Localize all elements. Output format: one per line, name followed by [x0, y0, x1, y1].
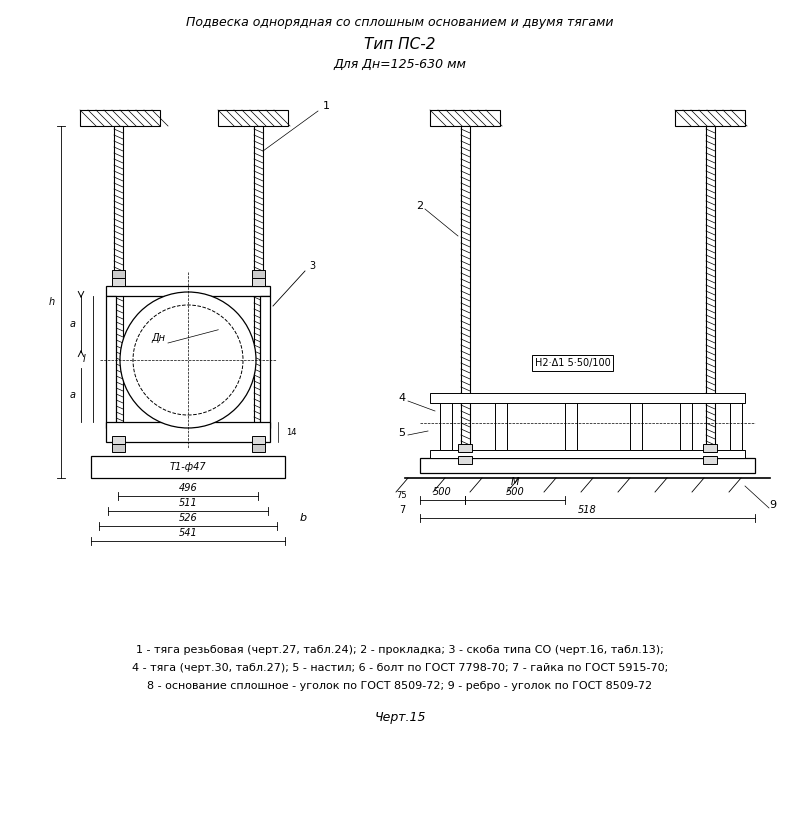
Bar	[430, 450, 745, 458]
Bar	[112, 270, 125, 278]
Text: 496: 496	[178, 483, 198, 493]
Bar	[680, 403, 692, 450]
Text: 5: 5	[398, 428, 406, 438]
Text: 14: 14	[286, 428, 297, 436]
Bar	[730, 403, 742, 450]
Text: 518: 518	[578, 505, 597, 515]
Circle shape	[133, 305, 243, 415]
Bar	[252, 436, 265, 444]
Text: 500: 500	[433, 487, 452, 497]
Bar	[106, 296, 116, 428]
Bar	[252, 278, 265, 286]
Bar	[706, 126, 715, 458]
Text: 1: 1	[322, 101, 330, 111]
Bar	[458, 444, 472, 452]
Text: 511: 511	[178, 498, 198, 508]
Text: 7: 7	[399, 505, 405, 515]
Bar	[252, 270, 265, 278]
Bar	[630, 403, 642, 450]
Bar	[260, 296, 270, 428]
Bar	[675, 110, 745, 126]
Bar	[703, 456, 717, 464]
Text: Тип ПС-2: Тип ПС-2	[364, 37, 436, 52]
Circle shape	[120, 292, 256, 428]
Bar	[106, 422, 270, 442]
Bar	[112, 278, 125, 286]
Text: 75: 75	[397, 490, 407, 500]
Bar	[91, 456, 285, 478]
Text: 500: 500	[506, 487, 524, 497]
Bar	[254, 126, 263, 449]
Bar	[495, 403, 507, 450]
Bar	[565, 403, 577, 450]
Text: Для Дн=125-630 мм: Для Дн=125-630 мм	[334, 58, 466, 71]
Bar	[80, 110, 160, 126]
Bar	[218, 110, 288, 126]
Text: b: b	[299, 513, 306, 523]
Bar	[461, 126, 470, 458]
Text: a: a	[70, 319, 76, 329]
Bar	[430, 110, 500, 126]
Text: 1 - тяга резьбовая (черт.27, табл.24); 2 - прокладка; 3 - скоба типа СО (черт.16: 1 - тяга резьбовая (черт.27, табл.24); 2…	[136, 645, 664, 655]
Text: 9: 9	[770, 500, 777, 510]
Text: Черт.15: Черт.15	[374, 711, 426, 725]
Text: 541: 541	[178, 528, 198, 538]
Bar	[430, 393, 745, 403]
Text: Дн: Дн	[151, 333, 165, 343]
Text: a: a	[70, 390, 76, 400]
Text: M: M	[511, 477, 519, 487]
Text: l: l	[82, 354, 86, 364]
Bar	[420, 458, 755, 473]
Text: h: h	[49, 297, 55, 307]
Text: 4 - тяга (черт.30, табл.27); 5 - настил; 6 - болт по ГОСТ 7798-70; 7 - гайка по : 4 - тяга (черт.30, табл.27); 5 - настил;…	[132, 663, 668, 673]
Text: 4: 4	[398, 393, 406, 403]
Text: Т1-ф47: Т1-ф47	[170, 462, 206, 472]
Bar	[458, 456, 472, 464]
Text: Подвеска однорядная со сплошным основанием и двумя тягами: Подвеска однорядная со сплошным основани…	[186, 16, 614, 28]
Text: 2: 2	[417, 201, 423, 211]
Text: H2·Δ1 5·50/100: H2·Δ1 5·50/100	[534, 358, 610, 368]
Text: 526: 526	[178, 513, 198, 523]
Bar	[112, 436, 125, 444]
Bar	[252, 444, 265, 452]
Bar	[440, 403, 452, 450]
Text: 8 - основание сплошное - уголок по ГОСТ 8509-72; 9 - ребро - уголок по ГОСТ 8509: 8 - основание сплошное - уголок по ГОСТ …	[147, 681, 653, 691]
Bar	[106, 286, 270, 296]
Bar	[703, 444, 717, 452]
Bar	[112, 444, 125, 452]
Bar	[114, 126, 123, 449]
Text: 3: 3	[309, 261, 315, 271]
